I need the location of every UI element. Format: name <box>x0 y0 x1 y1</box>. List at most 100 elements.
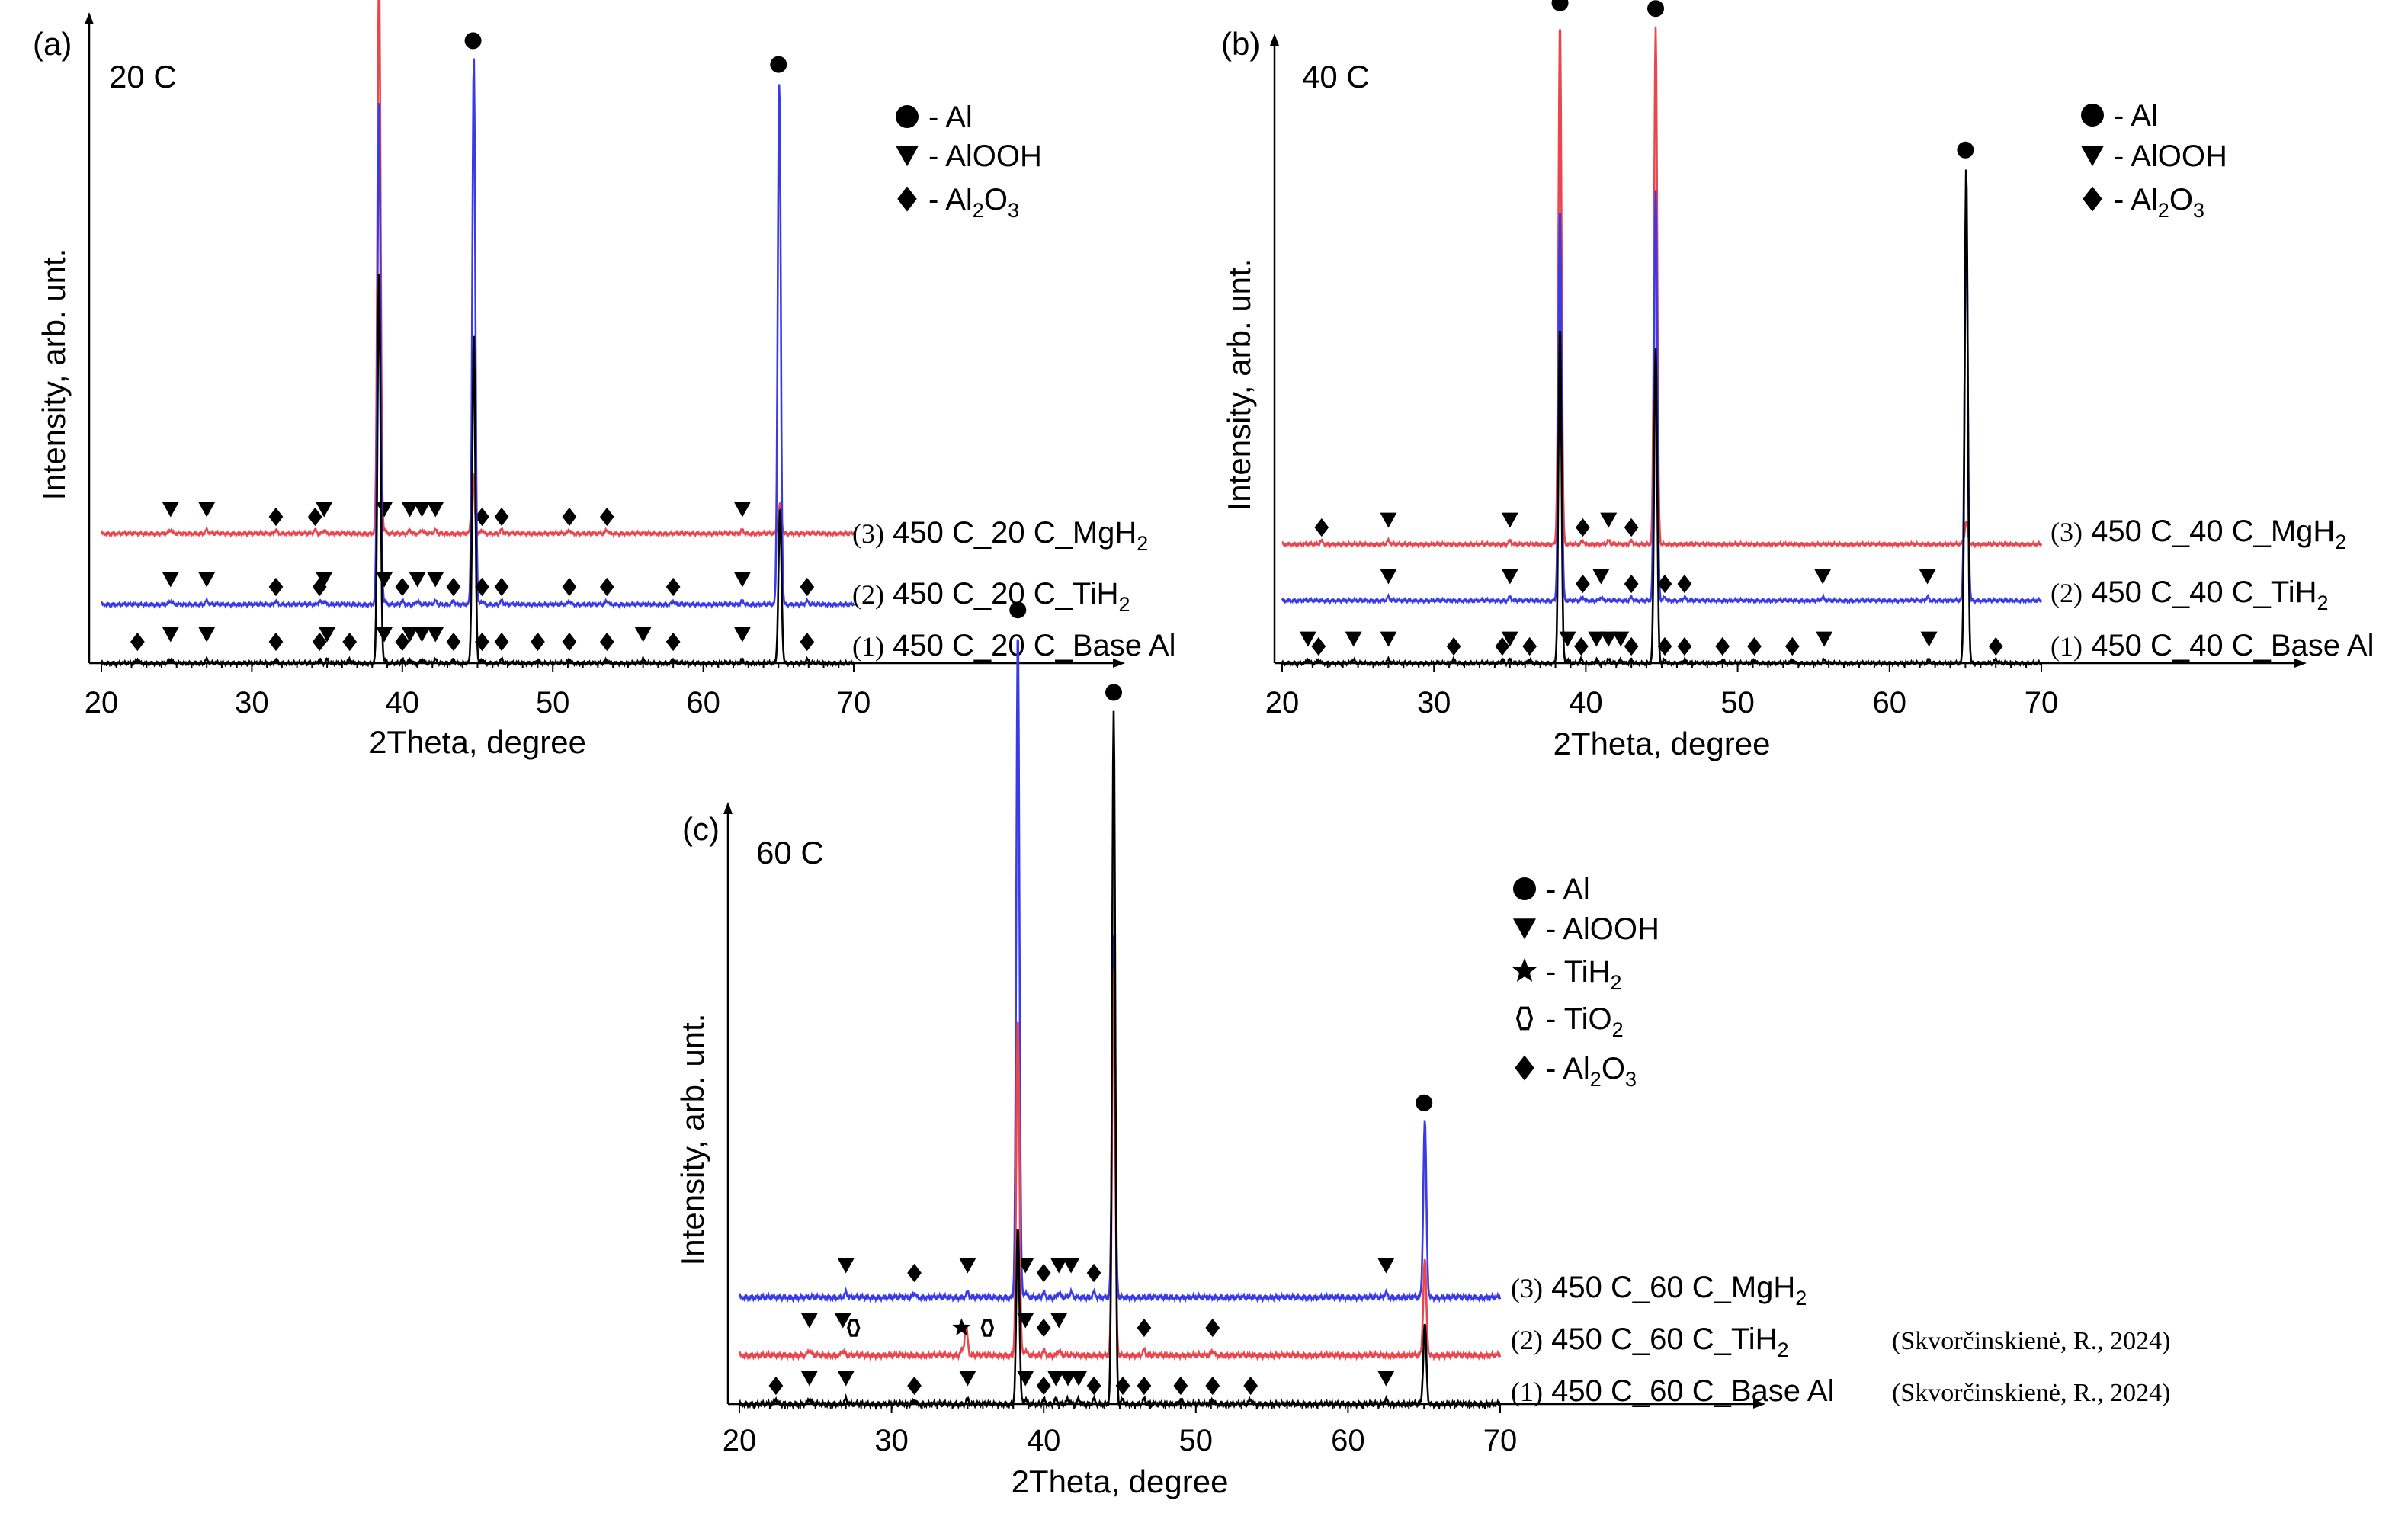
legend-star-icon <box>1512 957 1537 982</box>
legend-label: - Al2O3 <box>1546 1052 1637 1091</box>
al2o3-marker-icon <box>1036 1318 1051 1338</box>
legend-label: - Al <box>928 101 973 134</box>
alooh-marker-icon <box>1047 1371 1065 1387</box>
series-1: (1) 450 C_40 C_Base Al <box>1281 169 2374 668</box>
panel-c: 20 30 40 50 60 70 2Theta, degree Intensity, arb… <box>675 601 2170 1499</box>
al2o3-marker-icon <box>562 632 577 652</box>
al2o3-marker-icon <box>494 507 509 527</box>
al2o3-marker-icon <box>494 632 509 652</box>
al2o3-marker-icon <box>1495 636 1510 656</box>
al2o3-marker-icon <box>599 507 614 527</box>
x-tick-label: 50 <box>536 686 570 720</box>
al2o3-marker-icon <box>1624 574 1639 594</box>
tio2-marker-icon <box>847 1319 861 1337</box>
al2o3-marker-icon <box>446 577 461 597</box>
y-axis-arrow <box>723 802 733 814</box>
series-label: (1) 450 C_60 C_Base Al <box>1511 1374 1834 1408</box>
series-1: (1) 450 C_20 C_Base Al <box>100 274 1175 668</box>
alooh-marker-icon <box>1600 512 1618 528</box>
x-axis-arrow <box>1753 1399 1765 1409</box>
al-peak-marker-icon <box>1647 0 1665 18</box>
panel-label: (c) <box>682 811 720 847</box>
x-tick-label: 70 <box>1483 1424 1518 1457</box>
al2o3-marker-icon <box>312 577 327 597</box>
x-tick-label: 70 <box>837 686 871 720</box>
alooh-marker-icon <box>1816 631 1833 647</box>
al2o3-marker-icon <box>1988 636 2003 656</box>
x-tick-label: 30 <box>1417 686 1451 720</box>
alooh-marker-icon <box>1592 569 1610 585</box>
al-peak-marker-icon <box>1551 0 1569 11</box>
al2o3-marker-icon <box>907 1263 922 1283</box>
alooh-marker-icon <box>1050 1313 1068 1329</box>
alooh-marker-icon <box>1501 569 1518 585</box>
al2o3-marker-icon <box>531 632 545 652</box>
y-axis-arrow <box>85 12 94 24</box>
alooh-marker-icon <box>733 627 751 643</box>
alooh-marker-icon <box>1017 1313 1034 1329</box>
legend-label: - Al2O3 <box>928 183 1019 222</box>
alooh-marker-icon <box>1600 631 1618 647</box>
alooh-marker-icon <box>1380 569 1397 585</box>
y-axis-label: Intensity, arb. unt. <box>675 1014 710 1266</box>
al2o3-marker-icon <box>1115 1376 1130 1396</box>
series-2: (2) 450 C_20 C_TiH2 <box>100 58 1130 616</box>
al-peak-marker-icon <box>770 56 787 73</box>
al2o3-marker-icon <box>1522 636 1537 656</box>
alooh-marker-icon <box>1380 631 1397 647</box>
al2o3-marker-icon <box>1036 1263 1051 1283</box>
alooh-marker-icon <box>198 572 216 588</box>
legend-triangle-icon <box>896 146 919 167</box>
alooh-marker-icon <box>162 572 179 588</box>
alooh-marker-icon <box>376 627 393 643</box>
alooh-marker-icon <box>1377 1371 1395 1387</box>
alooh-marker-icon <box>427 502 444 518</box>
series-line <box>738 639 1502 1303</box>
alooh-marker-icon <box>634 627 652 643</box>
legend-label: - AlOOH <box>1546 912 1659 946</box>
al2o3-marker-icon <box>475 507 489 527</box>
al2o3-marker-icon <box>1576 518 1590 537</box>
series-line <box>1281 169 2043 668</box>
panel-label: (a) <box>33 26 72 62</box>
al2o3-marker-icon <box>1624 518 1639 537</box>
al2o3-marker-icon <box>1574 636 1589 656</box>
alooh-marker-icon <box>1299 631 1316 647</box>
alooh-marker-icon <box>1920 631 1938 647</box>
series-label: (1) 450 C_20 C_Base Al <box>852 629 1175 662</box>
series-line <box>100 0 855 539</box>
x-tick-label: 20 <box>723 1424 757 1457</box>
al2o3-marker-icon <box>562 507 577 527</box>
al2o3-marker-icon <box>1747 636 1762 656</box>
series-line <box>738 969 1502 1361</box>
y-axis-label: Intensity, arb. unt. <box>1221 259 1257 511</box>
legend-label: - Al <box>2114 99 2158 133</box>
series-1: (1) 450 C_60 C_Base Al (Skvorčinskienė, R… <box>738 710 2170 1410</box>
alooh-marker-icon <box>837 1371 855 1387</box>
alooh-marker-icon <box>1380 512 1397 528</box>
al2o3-marker-icon <box>1784 636 1800 656</box>
alooh-marker-icon <box>198 627 216 643</box>
alooh-marker-icon <box>1345 631 1362 647</box>
al-peak-marker-icon <box>1009 601 1027 619</box>
alooh-marker-icon <box>413 502 431 518</box>
tio2-marker-icon <box>980 1319 995 1337</box>
al2o3-marker-icon <box>800 632 815 652</box>
legend-label: - Al <box>1546 873 1590 906</box>
al-peak-marker-icon <box>464 32 482 50</box>
al2o3-marker-icon <box>1036 1376 1051 1396</box>
al2o3-marker-icon <box>1624 636 1639 656</box>
al2o3-marker-icon <box>1715 636 1730 656</box>
x-tick-label: 40 <box>1027 1424 1061 1457</box>
al2o3-marker-icon <box>312 632 327 652</box>
x-tick-label: 60 <box>1331 1424 1365 1457</box>
alooh-marker-icon <box>800 1371 818 1387</box>
al2o3-marker-icon <box>1657 574 1672 594</box>
al2o3-marker-icon <box>1137 1376 1152 1396</box>
al2o3-marker-icon <box>1205 1318 1220 1338</box>
al2o3-marker-icon <box>1576 574 1590 594</box>
panel-a: 20 30 40 50 60 70 2Theta, degree Intensity, arb… <box>33 0 1175 760</box>
y-axis-arrow <box>1270 34 1279 46</box>
x-axis-label: 2Theta, degree <box>1553 726 1771 761</box>
